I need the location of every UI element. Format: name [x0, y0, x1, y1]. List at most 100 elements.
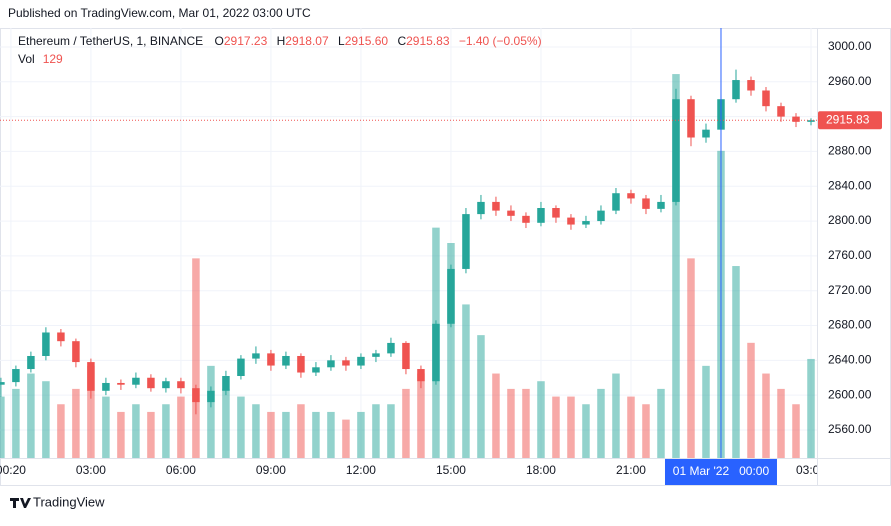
volume-bar: [777, 388, 785, 458]
volume-bar: [237, 396, 245, 458]
candle-body: [762, 90, 770, 107]
x-tick-label: 03:00: [796, 463, 826, 477]
volume-bar: [597, 388, 605, 458]
o: 2917.23: [224, 34, 268, 48]
candle-body: [432, 323, 440, 382]
candle-body: [597, 210, 605, 222]
candle-body: [147, 377, 155, 389]
candle-body: [327, 360, 335, 368]
volume-bar: [147, 411, 155, 458]
candle-body: [0, 382, 5, 385]
volume-bar: [357, 411, 365, 458]
candle-body: [27, 355, 35, 370]
volume-bar: [102, 396, 110, 458]
candle-body: [747, 80, 755, 91]
volume-bar: [552, 396, 560, 458]
y-tick-label: 2600.00: [828, 387, 872, 401]
volume-bar: [447, 243, 455, 458]
candle-body: [162, 381, 170, 389]
volume-bar: [387, 404, 395, 458]
volume-bar: [252, 404, 260, 458]
x-tick-label: 06:00: [166, 463, 196, 477]
volume-bar: [492, 373, 500, 458]
candle-body: [537, 208, 545, 223]
candle-body: [627, 193, 635, 199]
volume-bar: [117, 411, 125, 458]
volume-bar: [642, 404, 650, 458]
volume-bar: [57, 404, 65, 458]
h: 2918.07: [285, 34, 329, 48]
volume-bar: [297, 404, 305, 458]
volume-bar: [372, 404, 380, 458]
volume-bar: [582, 404, 590, 458]
volume-bar: [282, 411, 290, 458]
logo: [10, 498, 31, 508]
y-tick-label: 2760.00: [828, 248, 872, 262]
legend-header: Ethereum / TetherUS, 1, BINANCE O2917.23…: [18, 34, 542, 48]
y-tick-label: 2640.00: [828, 353, 872, 367]
candle-body: [477, 201, 485, 215]
y-tick-label: 2960.00: [828, 74, 872, 88]
x-tick-label: 00:20: [0, 463, 26, 477]
candle-body: [552, 208, 560, 218]
candle-body: [672, 99, 680, 202]
symbol: Ethereum / TetherUS, 1, BINANCE: [18, 34, 203, 48]
candle-body: [117, 382, 125, 385]
candle-body: [222, 376, 230, 391]
volume-bar: [402, 388, 410, 458]
volume-bar: [162, 404, 170, 458]
candle-body: [642, 198, 650, 209]
h-label: H: [277, 34, 286, 48]
candle-body: [177, 381, 185, 389]
crosshair-box: [664, 459, 777, 485]
candle-body: [57, 332, 65, 342]
volume-bar: [732, 266, 740, 458]
candle-body: [777, 106, 785, 117]
crosshair-label: 01 Mar '22 00:00: [673, 464, 770, 478]
volume-bar: [657, 388, 665, 458]
volume-bar: [12, 388, 20, 458]
volume-bar: [612, 373, 620, 458]
vol-label: Vol: [18, 52, 35, 66]
c-label: C: [397, 34, 406, 48]
candle-body: [732, 80, 740, 100]
candle-body: [237, 358, 245, 377]
volume-bar: [0, 396, 5, 458]
y-tick-label: 3000.00: [828, 39, 872, 53]
candle-body: [252, 353, 260, 359]
candle-body: [612, 193, 620, 211]
volume-bar: [477, 335, 485, 458]
volume-bar: [792, 404, 800, 458]
volume-bar: [702, 365, 710, 458]
volume-bar: [507, 388, 515, 458]
candle-body: [492, 201, 500, 211]
candle-body: [192, 388, 200, 403]
last-price-label: 2915.83: [826, 112, 870, 126]
volume-bar: [417, 373, 425, 458]
candle-body: [702, 129, 710, 138]
published: Published on TradingView.com, Mar 01, 20…: [8, 6, 311, 20]
x-tick-label: 18:00: [526, 463, 556, 477]
candle-body: [792, 116, 800, 122]
candle-body: [87, 362, 95, 391]
vol-legend: Vol 129: [18, 52, 63, 66]
candle-body: [267, 353, 275, 366]
y-tick-label: 2720.00: [828, 283, 872, 297]
candle-body: [372, 353, 380, 357]
volume-bar: [342, 419, 350, 458]
volume-bar: [627, 396, 635, 458]
x-tick-label: 12:00: [346, 463, 376, 477]
candle-body: [507, 210, 515, 216]
candle-body: [687, 99, 695, 138]
candle-body: [72, 341, 80, 363]
candle-body: [522, 215, 530, 223]
y-tick-label: 2840.00: [828, 178, 872, 192]
candle-body: [12, 369, 20, 383]
candle-body: [297, 355, 305, 373]
vol: 129: [43, 52, 63, 66]
l: 2915.60: [345, 34, 389, 48]
volume-bar: [537, 381, 545, 458]
volume-bar: [567, 396, 575, 458]
candle-body: [807, 120, 815, 122]
